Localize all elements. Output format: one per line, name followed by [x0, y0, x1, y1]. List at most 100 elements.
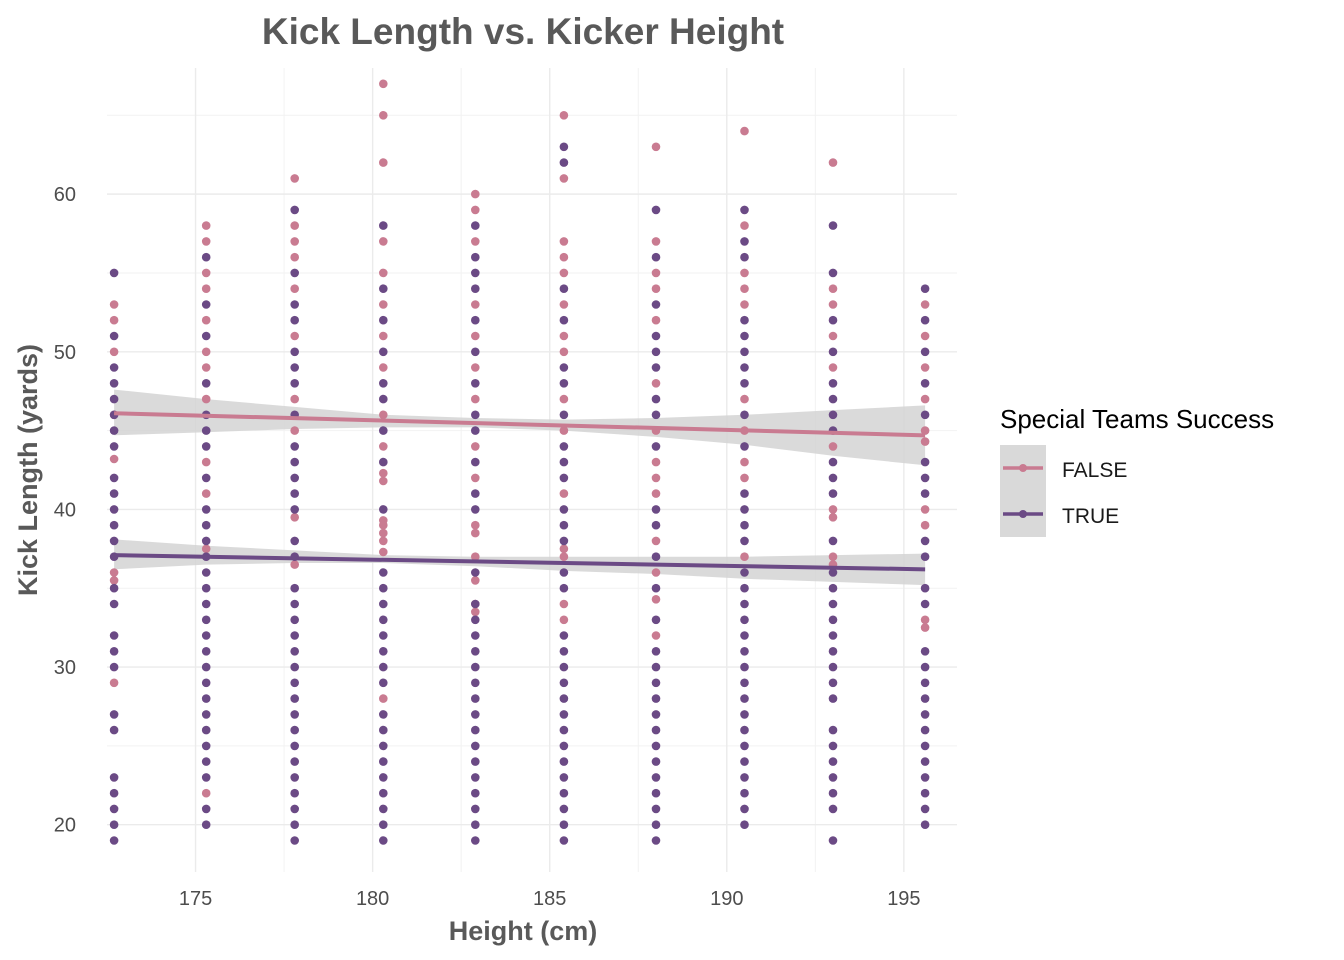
data-point-true [920, 457, 930, 467]
data-point-true [920, 489, 930, 498]
data-point-true [201, 662, 211, 672]
data-point-false [828, 505, 838, 514]
data-point-false [559, 544, 569, 554]
data-point-true [290, 347, 300, 357]
data-point-true [828, 379, 838, 388]
data-point-true [651, 820, 661, 829]
data-point-true [201, 757, 211, 766]
data-point-true [740, 583, 749, 593]
data-point-true [740, 710, 749, 719]
data-point-true [201, 520, 211, 530]
data-point-false [471, 442, 480, 451]
data-point-true [290, 741, 300, 751]
data-point-true [379, 647, 388, 656]
data-point-true [471, 347, 480, 357]
data-point-false [651, 473, 661, 483]
data-point-false [828, 331, 838, 341]
data-point-true [920, 583, 930, 593]
data-point-true [290, 615, 300, 625]
data-point-false [471, 576, 480, 585]
data-point-true [201, 536, 211, 546]
data-point-true [201, 725, 211, 735]
legend: Special Teams Success FALSE TRUE [1000, 404, 1274, 537]
data-point-true [201, 647, 211, 656]
data-point-true [559, 583, 569, 593]
data-point-true [379, 315, 388, 325]
data-point-false [290, 174, 300, 183]
data-point-true [828, 725, 838, 735]
data-point-true [651, 773, 661, 782]
data-point-true [559, 536, 569, 546]
data-point-true [290, 379, 300, 388]
data-point-true [109, 394, 119, 404]
data-point-true [920, 379, 930, 388]
data-point-true [920, 741, 930, 751]
data-point-true [379, 710, 388, 719]
data-point-false [379, 363, 388, 372]
data-point-true [651, 694, 661, 703]
data-point-true [559, 505, 569, 514]
data-point-true [471, 757, 480, 766]
data-point-true [109, 820, 119, 829]
data-point-true [471, 315, 480, 325]
confidence-band-false [114, 389, 926, 466]
data-point-true [379, 284, 388, 294]
data-point-true [471, 662, 480, 672]
data-point-false [740, 268, 749, 278]
data-point-false [109, 678, 119, 688]
data-point-true [740, 788, 749, 798]
data-point-false [920, 615, 930, 625]
data-point-false [828, 158, 838, 167]
data-point-true [471, 284, 480, 294]
data-point-false [379, 536, 388, 546]
legend-key-true-point [1019, 510, 1027, 518]
data-point-true [379, 836, 388, 845]
data-point-false [651, 379, 661, 388]
data-point-true [379, 804, 388, 814]
data-point-false [651, 489, 661, 498]
data-point-false [559, 489, 569, 498]
data-point-false [290, 237, 300, 246]
data-point-true [828, 315, 838, 325]
data-point-true [740, 773, 749, 782]
data-point-true [828, 347, 838, 357]
data-point-true [740, 568, 749, 577]
data-point-true [740, 252, 749, 262]
data-point-true [651, 662, 661, 672]
data-point-true [920, 284, 930, 294]
data-point-true [920, 662, 930, 672]
data-point-false [559, 174, 569, 183]
trend-lines [114, 411, 926, 572]
data-point-true [559, 410, 569, 420]
data-point-true [109, 836, 119, 845]
data-point-true [651, 442, 661, 451]
data-point-false [920, 363, 930, 372]
data-point-true [651, 520, 661, 530]
data-point-true [559, 142, 569, 152]
data-point-false [471, 300, 480, 309]
data-point-true [109, 725, 119, 735]
data-point-false [471, 607, 480, 617]
data-point-true [828, 583, 838, 593]
data-point-true [651, 757, 661, 766]
data-point-true [559, 315, 569, 325]
data-point-true [559, 647, 569, 656]
data-point-false [379, 468, 388, 478]
data-point-false [828, 513, 838, 522]
data-point-false [559, 347, 569, 357]
data-point-true [290, 694, 300, 703]
data-point-true [740, 741, 749, 751]
data-point-true [109, 804, 119, 814]
data-point-true [920, 536, 930, 546]
data-point-true [201, 615, 211, 625]
data-point-false [379, 694, 388, 703]
data-point-false [559, 237, 569, 246]
data-point-false [471, 189, 480, 199]
data-point-false [828, 442, 838, 451]
data-point-true [559, 757, 569, 766]
data-point-false [740, 284, 749, 294]
y-tick-label: 40 [54, 499, 76, 521]
data-point-true [740, 237, 749, 246]
data-point-false [290, 426, 300, 435]
data-point-true [828, 741, 838, 751]
